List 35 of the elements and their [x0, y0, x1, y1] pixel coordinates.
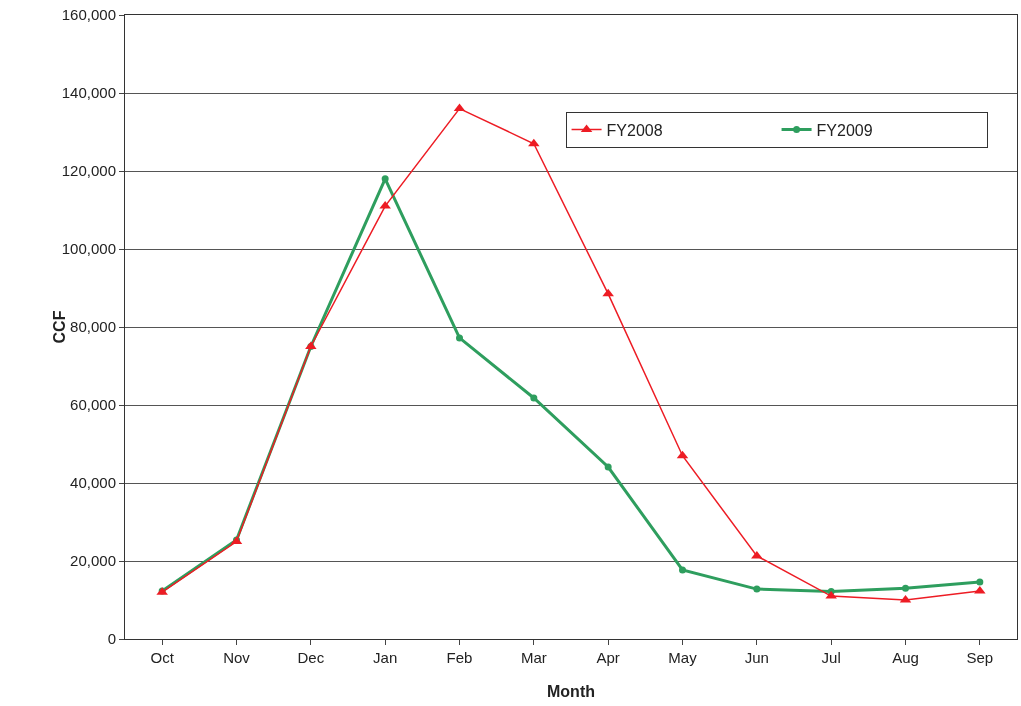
y-tick-label: 60,000 — [70, 396, 116, 414]
point — [753, 585, 761, 593]
x-tick-label: Oct — [150, 649, 175, 666]
x-tick-label: Dec — [297, 649, 325, 666]
x-tick-label: Jun — [744, 649, 769, 666]
y-tick-label: 20,000 — [70, 552, 116, 570]
point — [604, 463, 612, 471]
point — [679, 566, 686, 574]
legend-label: FY2009 — [816, 121, 873, 139]
x-tick-label: Jan — [373, 649, 398, 666]
point — [976, 578, 984, 586]
y-axis-title: CCF — [51, 310, 69, 344]
x-tick-label: Mar — [520, 649, 547, 666]
y-tick-label: 0 — [107, 630, 116, 648]
x-tick-label: Aug — [892, 649, 919, 666]
y-tick-label: 100,000 — [61, 240, 116, 258]
legend-label: FY2008 — [606, 121, 663, 139]
point — [530, 394, 538, 402]
y-tick-label: 140,000 — [61, 84, 116, 102]
point — [902, 584, 909, 592]
point — [456, 334, 463, 342]
x-tick-label: Jul — [821, 649, 841, 666]
y-tick-label: 120,000 — [61, 162, 116, 180]
point — [528, 138, 540, 147]
y-tick-label: 40,000 — [70, 474, 116, 492]
x-axis-title: Month — [547, 683, 595, 700]
y-tick-label: 160,000 — [61, 6, 116, 24]
x-tick-label: Nov — [223, 649, 251, 666]
x-tick-label: Apr — [596, 649, 620, 666]
x-tick-label: May — [668, 649, 698, 666]
x-tick-label: Feb — [446, 649, 473, 666]
x-tick-label: Sep — [966, 649, 994, 666]
y-tick-label: 80,000 — [70, 318, 116, 336]
point — [602, 288, 614, 297]
point — [381, 175, 389, 183]
